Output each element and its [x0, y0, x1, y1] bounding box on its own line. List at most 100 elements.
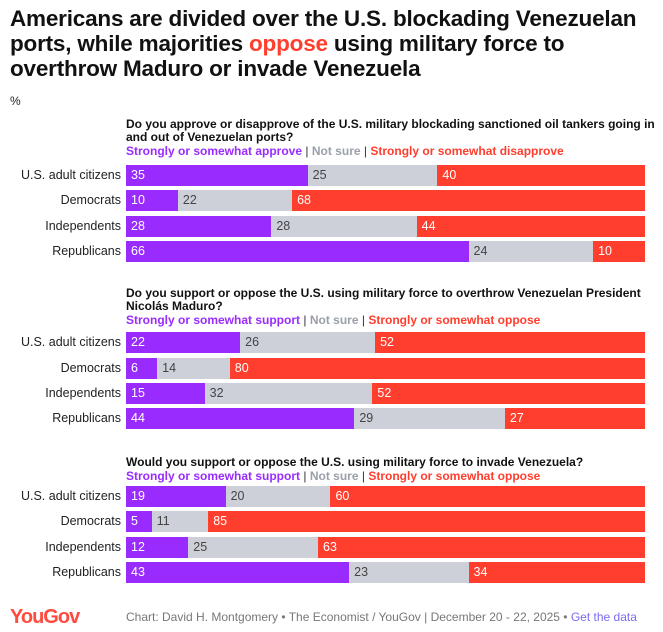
unit-label: %: [10, 94, 21, 108]
data-label: 14: [162, 361, 177, 375]
category-label: Democrats: [60, 514, 121, 528]
bar-segment-not-sure: 23: [349, 562, 469, 583]
data-label: 10: [131, 193, 145, 207]
data-label: 19: [131, 489, 145, 503]
category-label: Republicans: [52, 565, 121, 579]
bar-segment-approve: 35: [126, 165, 308, 186]
bar-segment-approve: 5: [126, 511, 152, 532]
legend-separator: |: [363, 144, 368, 158]
bar-segment-oppose: 85: [208, 511, 645, 532]
bar-segment-not-sure: 14: [157, 358, 230, 379]
data-label: 5: [131, 514, 138, 528]
legend: Strongly or somewhat support | Not sure …: [126, 313, 540, 327]
legend-separator: |: [305, 144, 309, 158]
stacked-bar: 12 25 63: [126, 537, 645, 558]
legend-separator: |: [303, 469, 307, 483]
data-label: 27: [509, 411, 524, 425]
data-label: 12: [131, 540, 145, 554]
data-label: 6: [131, 361, 138, 375]
data-label: 85: [213, 514, 228, 528]
data-label: 80: [234, 361, 249, 375]
bar-segment-not-sure: 11: [151, 511, 209, 532]
bar-segment-oppose: 52: [375, 332, 645, 353]
stacked-bar: 44 29 27: [126, 408, 645, 429]
bar-segment-approve: 15: [126, 383, 205, 404]
bar-segment-approve: 66: [126, 241, 469, 262]
bar-segment-not-sure: 20: [225, 486, 331, 507]
bar-row: Independents 28 28 44: [0, 216, 663, 237]
title-text-end: using military force to overthrow Maduro…: [10, 31, 565, 81]
data-label: 11: [156, 514, 170, 528]
data-label: 26: [245, 335, 260, 349]
bar-segment-approve: 19: [126, 486, 226, 507]
category-label: U.S. adult citizens: [20, 335, 121, 349]
data-label: 28: [276, 219, 291, 233]
stacked-bar: 19 20 60: [126, 486, 645, 507]
bar-segment-approve: 22: [126, 332, 241, 353]
title-highlight: oppose: [249, 31, 328, 56]
bar-row: U.S. adult citizens 22 26 52: [0, 332, 663, 353]
stacked-bar: 10 22 68: [126, 190, 645, 211]
source-note: Chart: David H. Montgomery • The Economi…: [126, 610, 637, 624]
question-title: Do you approve or disapprove of the U.S.…: [126, 117, 655, 144]
category-label: Democrats: [60, 361, 121, 375]
bar-segment-oppose: 10: [593, 241, 645, 262]
stacked-bar: 66 24 10: [126, 241, 645, 262]
stacked-bar: 6 14 80: [126, 358, 645, 379]
data-label: 44: [421, 219, 436, 233]
legend-entry: Not sure: [309, 313, 359, 327]
question-title: Would you support or oppose the U.S. usi…: [126, 455, 584, 469]
category-label: Independents: [45, 219, 121, 233]
bar-row: U.S. adult citizens 19 20 60: [0, 486, 663, 507]
bar-row: Democrats 6 14 80: [0, 358, 663, 379]
category-label: Independents: [45, 386, 121, 400]
data-label: 34: [473, 565, 488, 579]
stacked-bar: 43 23 34: [126, 562, 645, 583]
stacked-bar: 35 25 40: [126, 165, 645, 186]
data-label: 22: [131, 335, 145, 349]
bar-segment-oppose: 52: [372, 383, 645, 404]
bar-row: Republicans 66 24 10: [0, 241, 663, 262]
data-label: 10: [598, 244, 612, 258]
bar-segment-not-sure: 26: [240, 332, 376, 353]
category-label: U.S. adult citizens: [20, 168, 121, 182]
legend-separator: |: [303, 313, 307, 327]
bar-segment-not-sure: 24: [468, 241, 594, 262]
source-text: Chart: David H. Montgomery • The Economi…: [126, 610, 571, 624]
category-label: Independents: [45, 540, 121, 554]
bar-segment-oppose: 40: [437, 165, 645, 186]
bar-segment-approve: 44: [126, 408, 355, 429]
data-label: 68: [297, 193, 311, 207]
bar-row: Democrats 10 22 68: [0, 190, 663, 211]
data-label: 32: [209, 386, 224, 400]
legend: Strongly or somewhat approve | Not sure …: [126, 144, 564, 158]
data-label: 52: [377, 386, 392, 400]
bar-row: Independents 12 25 63: [0, 537, 663, 558]
legend-entry: Strongly or somewhat support: [126, 313, 301, 327]
stacked-bar: 5 11 85: [126, 511, 645, 532]
bar-segment-approve: 10: [126, 190, 178, 211]
get-data-link[interactable]: Get the data: [570, 610, 637, 624]
bar-segment-approve: 6: [126, 358, 158, 379]
title-text: Americans are divided over the U.S. bloc…: [10, 6, 637, 56]
data-label: 43: [131, 565, 145, 579]
legend-entry: Strongly or somewhat approve: [126, 144, 303, 158]
bar-segment-approve: 28: [126, 216, 272, 237]
bar-row: Republicans 43 23 34: [0, 562, 663, 583]
data-label: 24: [473, 244, 488, 258]
data-label: 22: [182, 193, 197, 207]
bar-segment-approve: 12: [126, 537, 189, 558]
legend-entry: Strongly or somewhat disapprove: [370, 144, 564, 158]
bar-segment-oppose: 44: [416, 216, 645, 237]
bar-segment-not-sure: 25: [188, 537, 319, 558]
data-label: 20: [230, 489, 245, 503]
data-label: 52: [380, 335, 395, 349]
legend-entry: Not sure: [309, 469, 359, 483]
bar-segment-oppose: 34: [468, 562, 645, 583]
bar-row: U.S. adult citizens 35 25 40: [0, 165, 663, 186]
legend-separator: |: [361, 469, 365, 483]
category-label: U.S. adult citizens: [20, 489, 121, 503]
footer: YouGov Chart: David H. Montgomery • The …: [0, 606, 663, 628]
bar-row: Republicans 44 29 27: [0, 408, 663, 429]
category-label: Republicans: [52, 411, 121, 425]
